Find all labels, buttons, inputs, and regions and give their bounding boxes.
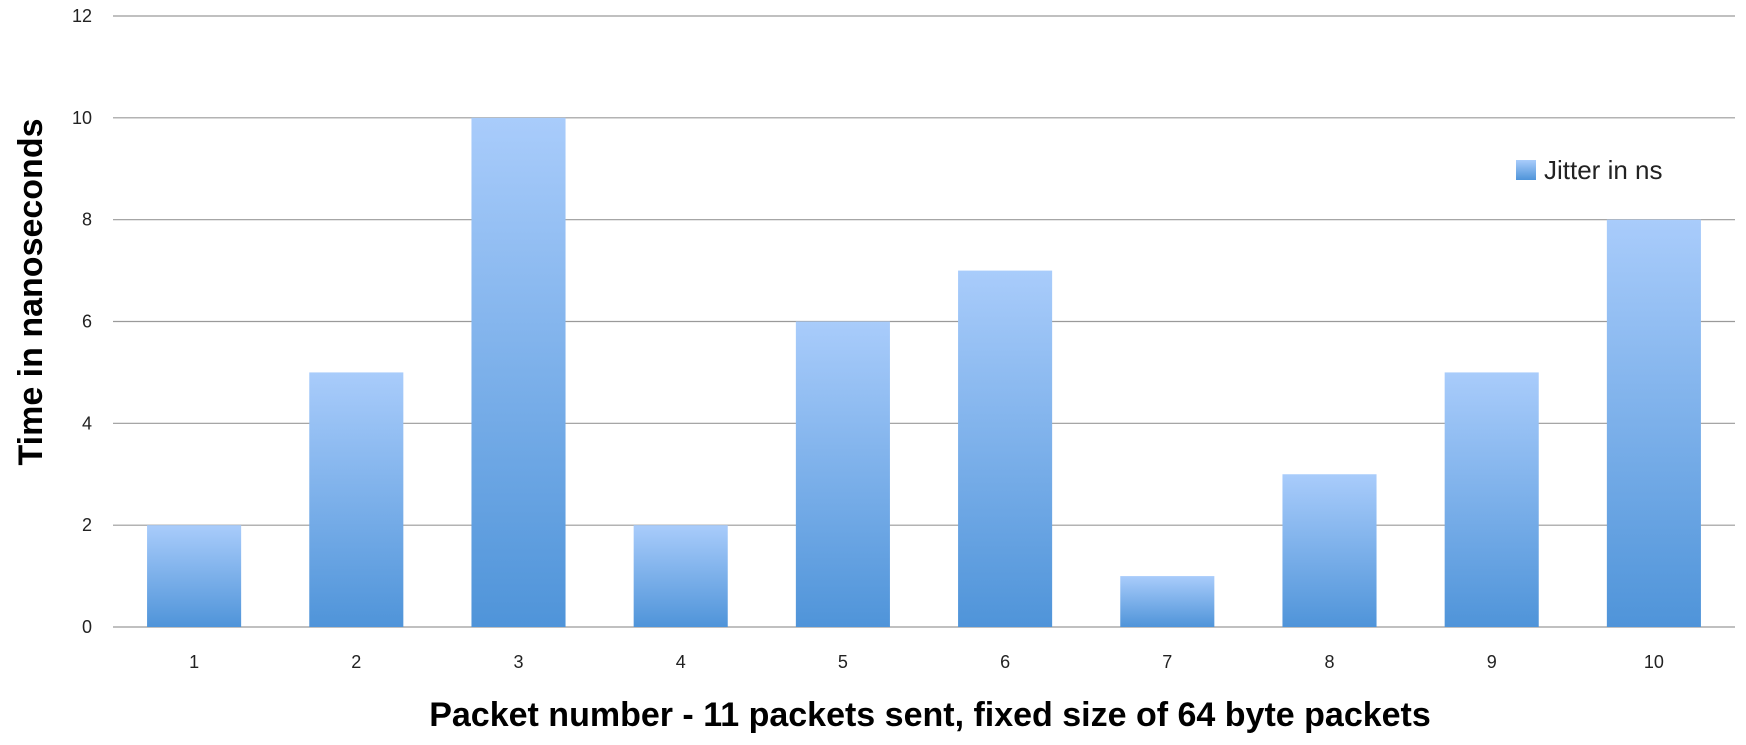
- bar-packet-5: [795, 321, 890, 627]
- y-axis-title: Time in nanoseconds: [12, 118, 50, 465]
- bar-packet-4: [633, 525, 728, 627]
- bar-packet-9: [1444, 372, 1539, 627]
- y-tick-label: 12: [72, 6, 92, 26]
- bar-packet-3: [471, 117, 566, 627]
- y-tick-labels: 0 2 4 6 8 10 12: [72, 6, 92, 637]
- x-tick-label: 8: [1324, 652, 1334, 672]
- y-tick-label: 0: [82, 617, 92, 637]
- x-tick-label: 5: [838, 652, 848, 672]
- bar-packet-10: [1606, 219, 1701, 627]
- legend-label: Jitter in ns: [1544, 155, 1663, 185]
- legend-swatch: [1516, 160, 1536, 180]
- x-tick-label: 7: [1162, 652, 1172, 672]
- y-tick-label: 8: [82, 210, 92, 230]
- bar-packet-2: [309, 372, 404, 627]
- x-tick-label: 9: [1487, 652, 1497, 672]
- x-tick-label: 1: [189, 652, 199, 672]
- x-axis-title: Packet number - 11 packets sent, fixed s…: [429, 696, 1431, 734]
- y-tick-label: 4: [82, 413, 92, 433]
- x-tick-label: 3: [513, 652, 523, 672]
- bar-packet-8: [1282, 474, 1377, 627]
- x-tick-label: 4: [676, 652, 686, 672]
- bar-packet-6: [958, 270, 1053, 627]
- bar-packet-1: [147, 525, 242, 627]
- bars: [147, 117, 1701, 627]
- x-tick-label: 2: [351, 652, 361, 672]
- y-tick-label: 2: [82, 515, 92, 535]
- y-tick-label: 10: [72, 108, 92, 128]
- legend: Jitter in ns: [1516, 155, 1663, 185]
- bar-packet-7: [1120, 576, 1215, 627]
- x-tick-label: 6: [1000, 652, 1010, 672]
- x-tick-label: 10: [1644, 652, 1664, 672]
- y-tick-label: 6: [82, 312, 92, 332]
- x-tick-labels: 1 2 3 4 5 6 7 8 9 10: [189, 652, 1664, 672]
